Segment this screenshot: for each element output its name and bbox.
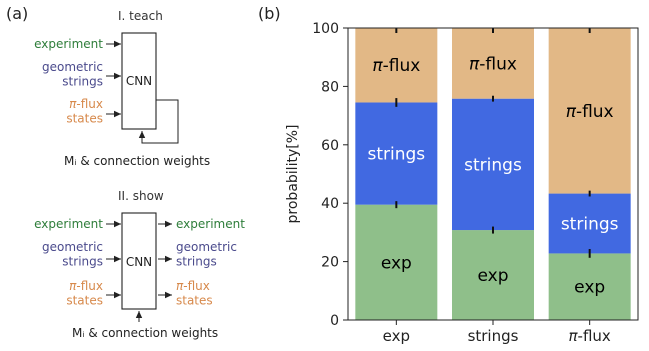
bar-strings-pi-flux [452,28,534,99]
bar-pi-flux-exp [548,253,631,320]
bar-pi-flux-strings [548,193,631,254]
segment-label-exp-strings: strings [367,145,425,165]
teach-cnn-label: CNN [126,74,152,88]
show-input-piflux: π-flux states [66,279,103,307]
y-tick-label: 20 [321,255,339,271]
segment-label-exp-exp: exp [381,253,412,273]
y-tick-label: 40 [321,196,339,212]
x-tick-label-exp: exp [383,327,410,345]
bar-exp-pi-flux [355,28,438,103]
segment-label-strings-exp: exp [477,266,508,286]
x-axis: exp strings π-flux [383,320,611,345]
show-output-strings: geometric strings [176,240,237,268]
chart-errorbars [395,28,591,258]
teach-title: I. teach [118,9,163,23]
segment-label-pi-flux-strings: strings [561,214,619,234]
y-axis-label: probability[%] [285,125,301,224]
show-title: II. show [118,189,164,203]
y-tick-label: 60 [321,138,339,154]
segment-label-strings-strings: strings [464,155,522,175]
teach-input-experiment: experiment [34,37,103,51]
panel-b-label: (b) [258,4,281,23]
y-axis: 0 20 40 60 80 100 [312,21,348,329]
chart-segment-labels: exp strings π-flux exp strings π-flux exp strin… [367,54,618,297]
segment-label-strings-pi-flux: π-flux [469,54,517,74]
y-tick-label: 100 [312,21,339,37]
x-tick-label-strings: strings [468,327,519,345]
segment-label-exp-pi-flux: π-flux [372,56,420,76]
teach-input-piflux: π-flux states [66,97,103,125]
bar-strings-exp [452,230,534,320]
show-cnn-box [121,212,157,310]
show-input-strings: geometric strings [42,240,103,268]
panel-a-label: (a) [6,4,28,23]
show-cnn-label: CNN [126,255,152,269]
show-output-experiment: experiment [176,217,245,231]
bar-exp-exp [355,204,438,320]
bar-strings-strings [452,98,534,231]
bar-exp-strings [355,102,438,205]
show-output-piflux: π-flux states [176,279,213,307]
teach-cnn-box [121,32,157,130]
segment-label-pi-flux-pi-flux: π-flux [566,102,614,122]
teach-feedback-arrow [138,99,179,144]
teach-feedback-label: Mᵢ & connection weights [64,154,210,168]
show-bottom-label: Mᵢ & connection weights [72,326,218,340]
x-tick-label-pi-flux: π-flux [569,327,611,345]
chart-bars [355,28,631,320]
teach-input-strings: geometric strings [42,60,103,88]
bar-pi-flux-pi-flux [548,28,631,194]
segment-label-pi-flux-exp: exp [574,278,605,298]
show-input-experiment: experiment [34,217,103,231]
y-tick-label: 80 [321,79,339,95]
y-tick-label: 0 [330,313,339,329]
